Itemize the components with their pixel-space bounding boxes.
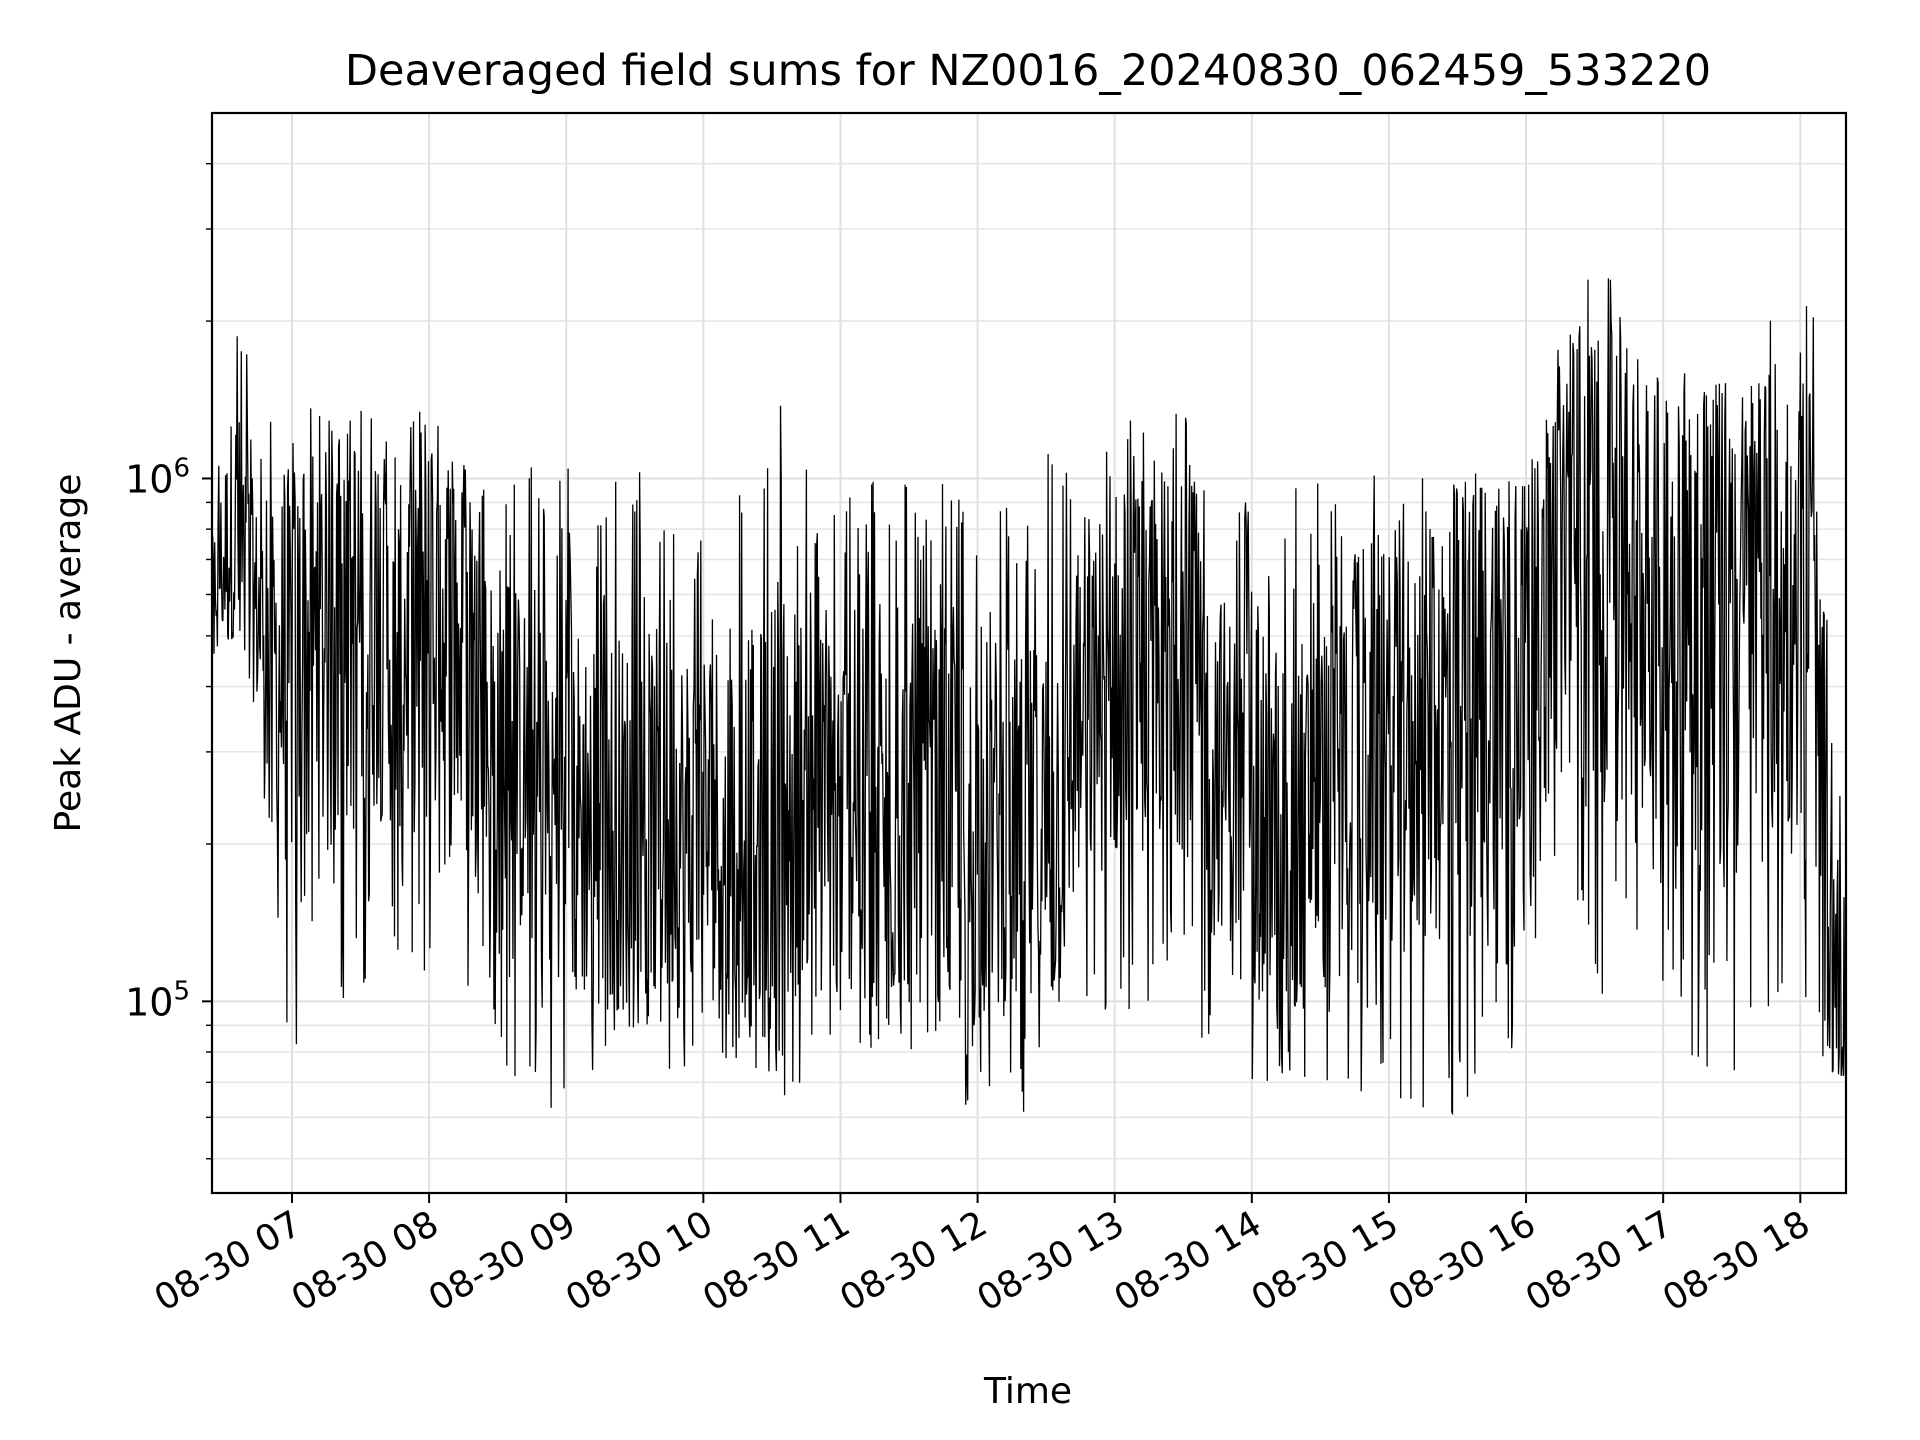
y-axis: 105 106 [125,162,212,1160]
y-axis-label: Peak ADU - average [48,474,89,833]
chart-title: Deaveraged field sums for NZ0016_2024083… [345,46,1711,96]
series-line [211,278,1847,1116]
x-axis-label: Time [983,1371,1072,1412]
y-tick-label: 105 [125,976,190,1024]
y-tick-label: 106 [125,453,190,501]
data-series [211,278,1847,1116]
plot-frame [210,111,1848,1195]
